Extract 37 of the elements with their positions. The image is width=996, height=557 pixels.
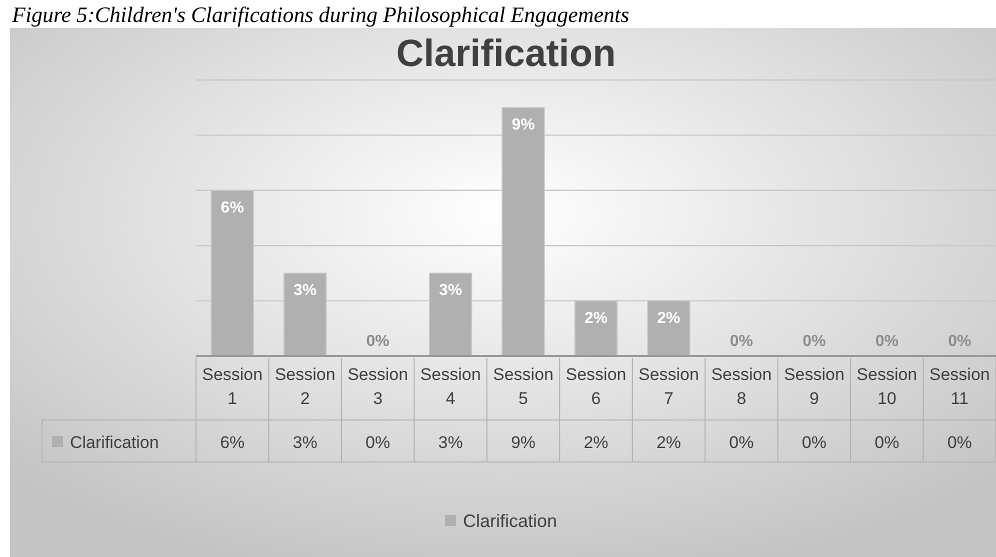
data-label: 3% [438,433,463,452]
text: 0% [366,333,390,350]
text: 0% [875,333,898,350]
text: 0% [802,333,826,350]
x-tick-label: Session 7 [638,365,699,408]
data-label: 2% [584,433,608,452]
x-tick-label: Session 1 [202,365,263,408]
x-tick-label: Session 11 [929,365,990,408]
x-tick-label: Session 10 [856,365,918,408]
text: 0% [948,333,972,350]
data-label: 0% [947,433,972,452]
text: Clarification [463,511,558,531]
x-tick-label: Session 2 [274,365,336,408]
text: Clarification [70,433,159,452]
chart-title: Clarification [396,33,616,75]
text: 9% [512,116,535,134]
text: 2% [657,310,680,327]
text: 0% [730,333,754,350]
data-label: 3% [292,433,318,452]
text: 3% [438,282,462,300]
x-tick-label: Session 8 [711,365,772,408]
text: 3% [294,282,317,300]
data-label: 6% [220,433,245,452]
x-tick-label: Session 9 [784,365,844,408]
data-label: 9% [510,433,536,452]
x-tick-label: Session 6 [566,365,626,408]
caption: Figure 5:Children's Clarifications during Philosophical Engagements [11,2,630,27]
data-label: 0% [366,433,390,452]
data-label: 2% [656,433,682,452]
text: 6% [220,199,244,216]
x-tick-label: Session 3 [348,365,408,408]
x-tick-label: Session 5 [493,365,554,408]
text: 2% [584,310,608,327]
data-label: 0% [874,433,900,452]
data-label: 0% [802,433,826,452]
x-tick-label: Session 4 [420,365,481,408]
data-label: 0% [729,433,754,452]
